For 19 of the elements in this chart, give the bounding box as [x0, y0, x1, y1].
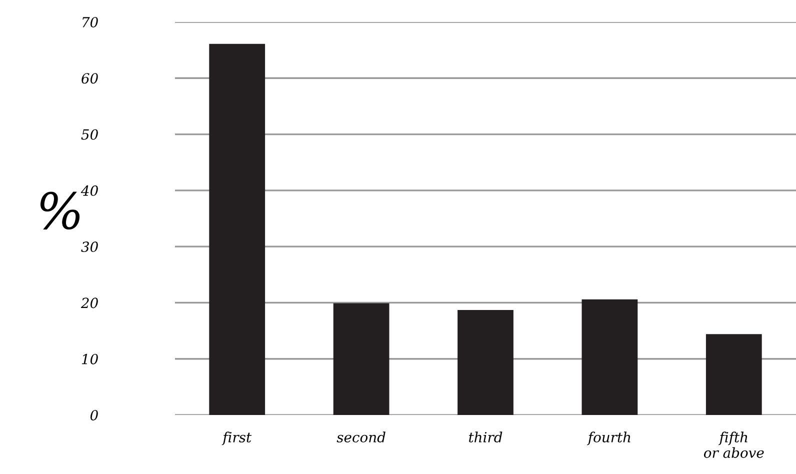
bar: [706, 334, 762, 415]
y-tick-label: 30: [81, 242, 98, 252]
y-axis-title: %: [40, 192, 80, 230]
bar: [582, 299, 638, 415]
y-tick-label: 50: [81, 129, 98, 140]
bar: [458, 310, 514, 415]
y-tick-label: 70: [82, 16, 98, 28]
y-tick-label: 20: [80, 298, 98, 308]
y-tick-label: 40: [80, 185, 98, 196]
y-tick-label: 10: [82, 354, 98, 364]
y-tick-label: 60: [82, 73, 98, 84]
x-tick-label: third: [469, 432, 502, 442]
x-tick-label: fifth or above: [704, 432, 764, 458]
bar: [209, 44, 266, 415]
x-tick-label: fourth: [587, 432, 630, 446]
x-tick-label: first: [222, 432, 252, 446]
y-tick-label: 0: [90, 410, 98, 420]
bar: [333, 303, 390, 415]
x-tick-label: second: [336, 432, 386, 442]
